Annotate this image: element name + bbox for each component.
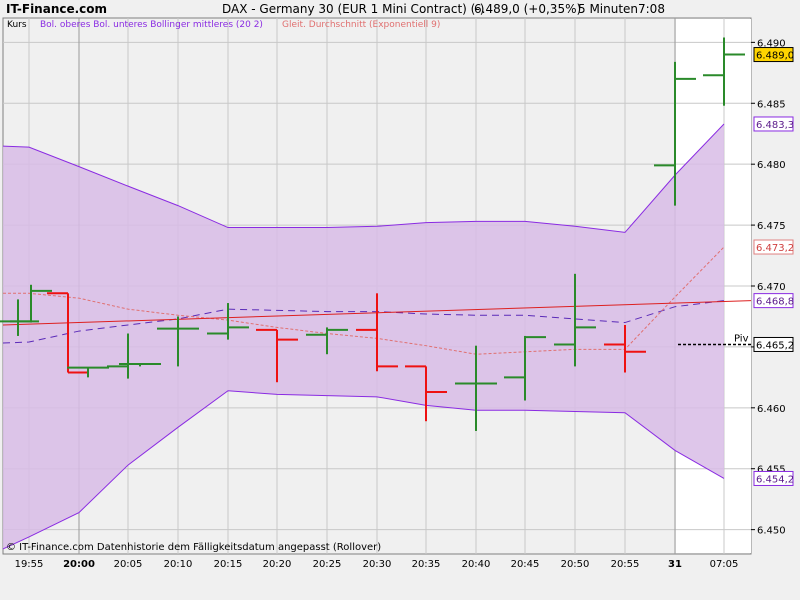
pivot-marker: Piv	[678, 333, 751, 346]
x-tick-label: 07:05	[710, 559, 739, 570]
y-tick-label: 6.470	[757, 282, 786, 293]
price-label-band: 6.454,2	[753, 470, 794, 486]
price-label-band: 6.483,3	[753, 116, 794, 132]
price-label-ema: 6.473,2	[753, 239, 794, 255]
legend-price: Kurs	[7, 20, 27, 30]
ohlc-bar	[306, 327, 348, 355]
ohlc-bars	[0, 37, 745, 431]
y-tick-label: 6.490	[757, 38, 786, 49]
x-tick-label: 31	[668, 559, 682, 570]
x-tick-label: 20:45	[511, 559, 540, 570]
ohlc-bar	[157, 316, 199, 367]
bollinger-band	[2, 123, 725, 550]
price-label-box	[753, 336, 794, 352]
bollinger-lower-line	[2, 390, 725, 550]
bollinger-upper-line	[2, 123, 725, 233]
y-axis: 6.4506.4556.4606.4656.4706.4756.4806.485…	[751, 38, 786, 537]
price-label-box	[753, 470, 794, 486]
pivot-label: Piv	[734, 333, 749, 344]
price-label-text: 6.465,2	[756, 340, 794, 351]
y-tick-label: 6.450	[757, 526, 786, 537]
ohlc-bar	[405, 365, 447, 422]
legend-bollinger: Bol. oberes Bol. unteres Bollinger mittl…	[40, 20, 263, 30]
instrument-title: DAX - Germany 30 (EUR 1 Mini Contract) (…	[222, 2, 484, 16]
x-tick-label: 20:15	[214, 559, 243, 570]
ohlc-bar	[47, 292, 89, 374]
x-tick-label: 20:05	[114, 559, 143, 570]
ohlc-bar	[10, 284, 52, 323]
y-tick-label: 6.455	[757, 465, 786, 476]
price-label-text: 6.468,8	[756, 297, 794, 308]
ohlc-bar	[67, 366, 109, 378]
price-label-box	[753, 293, 794, 309]
price-labels: 6.489,0 6.483,3 6.473,2 6.468,8 6.465,2 6.454…	[753, 47, 794, 486]
price-label-band: 6.468,8	[753, 293, 794, 309]
ohlc-bar	[554, 273, 596, 367]
y-tick-label: 6.485	[757, 99, 786, 110]
ohlc-bar	[654, 61, 696, 206]
x-tick-label: 20:30	[363, 559, 392, 570]
header-bar	[0, 0, 800, 17]
x-tick-label: 20:00	[63, 559, 95, 570]
ohlc-bar	[455, 345, 497, 431]
interval: 5 Minuten	[578, 2, 638, 16]
ema-line	[3, 246, 725, 355]
x-tick-label: 20:10	[164, 559, 193, 570]
ohlc-bar	[356, 293, 398, 372]
footer-note: © IT-Finance.com Datenhistorie dem Fälli…	[6, 542, 381, 553]
x-tick-label: 20:40	[462, 559, 491, 570]
price-label-last: 6.489,0	[753, 47, 794, 63]
ohlc-bar	[119, 362, 161, 367]
ohlc-bar	[703, 37, 745, 106]
bollinger-middle-line	[2, 300, 725, 344]
x-tick-label: 20:25	[313, 559, 342, 570]
price-label-pivot: 6.465,2	[753, 336, 794, 352]
x-axis: 19:55 20:00 20:05 20:10 20:15 20:20 20:25 20:30…	[15, 559, 739, 570]
ohlc-bar	[256, 328, 298, 383]
bollinger-fill	[3, 123, 724, 549]
y-tick-label: 6.460	[757, 404, 786, 415]
price-label-box	[753, 239, 794, 255]
x-tick-label: 20:50	[561, 559, 590, 570]
y-tick-label: 6.480	[757, 160, 786, 171]
x-tick-label: 20:55	[611, 559, 640, 570]
update-time: 7:08	[638, 2, 665, 16]
y-tick-label: 6.475	[757, 221, 786, 232]
ohlc-bar	[604, 324, 646, 373]
last-price: 6.489,0 (+0,35%)	[474, 2, 581, 16]
x-tick-label: 20:35	[412, 559, 441, 570]
price-label-text: 6.489,0	[756, 51, 794, 62]
price-label-text: 6.483,3	[756, 120, 794, 131]
site-name[interactable]: IT-Finance.com	[6, 2, 107, 16]
ohlc-bar	[504, 335, 546, 401]
ohlc-bar	[207, 303, 249, 340]
price-label-box	[753, 116, 794, 132]
legend-ema: Gleit. Durchschnitt (Exponentiell 9)	[282, 20, 440, 30]
price-label-text: 6.473,2	[756, 243, 794, 254]
x-tick-label: 20:20	[263, 559, 292, 570]
price-label-text: 6.454,2	[756, 474, 794, 485]
price-label-box	[753, 47, 794, 63]
x-tick-label: 19:55	[15, 559, 44, 570]
